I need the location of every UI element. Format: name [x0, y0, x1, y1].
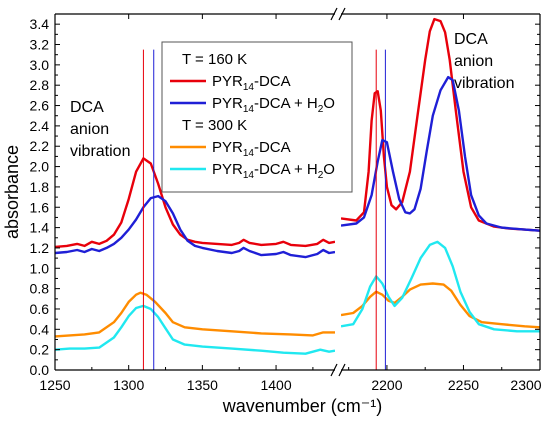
y-tick-label: 1.0 [30, 260, 50, 276]
x-tick-label: 1400 [260, 377, 291, 393]
annotation-left-line: anion [70, 121, 109, 138]
chart-annotations: DCA anion vibration DCA anion vibration [70, 31, 514, 160]
annotation-right-line: vibration [454, 75, 514, 92]
legend-box [161, 41, 353, 193]
y-tick-label: 1.8 [30, 179, 50, 195]
axis-break-mark [338, 363, 346, 377]
legend-group-header: T = 160 K [182, 51, 247, 68]
series-1-right-line [341, 17, 540, 232]
axis-break-mark [338, 7, 346, 21]
legend-label: PYR14-DCA + H2O [212, 161, 335, 181]
y-axis-title: absorbance [2, 145, 22, 239]
series-2-right-line [341, 75, 540, 232]
y-tick-label: 0.4 [30, 321, 50, 337]
y-tick-label: 0.0 [30, 362, 50, 378]
y-tick-label: 3.0 [30, 57, 50, 73]
y-tick-label: 1.2 [30, 240, 50, 256]
y-tick-label: 2.6 [30, 98, 50, 114]
y-tick-label: 0.6 [30, 301, 50, 317]
series-4-left-line [55, 304, 335, 355]
y-tick-label: 2.2 [30, 138, 50, 154]
y-tick-label: 0.2 [30, 342, 50, 358]
annotation-left-line: vibration [70, 143, 130, 160]
x-tick-label: 2250 [448, 377, 479, 393]
y-tick-label: 3.4 [30, 16, 50, 32]
x-tick-label: 1350 [187, 377, 218, 393]
chart-series-group [55, 17, 540, 355]
series-3-right-line [341, 282, 540, 329]
annotation-left-line: DCA [70, 99, 104, 116]
chart-frame [54, 7, 541, 377]
axis-break-mark [330, 7, 338, 21]
y-tick-label: 3.2 [30, 37, 50, 53]
y-tick-label: 0.8 [30, 281, 50, 297]
x-tick-label: 1250 [39, 377, 70, 393]
legend-group-header: T = 300 K [182, 117, 247, 134]
legend-label: PYR14-DCA [212, 73, 291, 93]
annotation-right-line: anion [454, 53, 493, 70]
chart-reference-lines [142, 49, 386, 370]
legend-label: PYR14-DCA + H2O [212, 95, 335, 115]
series-4-right-line [341, 240, 540, 333]
x-tick-label: 2200 [371, 377, 402, 393]
chart-ticks: 0.0 0.2 0.4 0.6 0.8 1.0 1.2 1.4 1.6 1.8 2.0 2.2 2.4 2… [30, 14, 542, 393]
legend-label: PYR14-DCA [212, 139, 291, 159]
y-tick-label: 2.8 [30, 77, 50, 93]
annotation-right-line: DCA [454, 31, 488, 48]
axis-break-mark [330, 363, 338, 377]
series-2-left-line [55, 194, 335, 259]
x-axis-title: wavenumber (cm⁻¹) [222, 396, 383, 416]
y-tick-label: 2.0 [30, 159, 50, 175]
y-tick-label: 1.6 [30, 199, 50, 215]
y-tick-label: 2.4 [30, 118, 50, 134]
x-tick-label: 1300 [113, 377, 144, 393]
y-tick-label: 1.4 [30, 220, 50, 236]
series-3-left-line [55, 291, 335, 338]
x-tick-label: 2300 [510, 377, 541, 393]
